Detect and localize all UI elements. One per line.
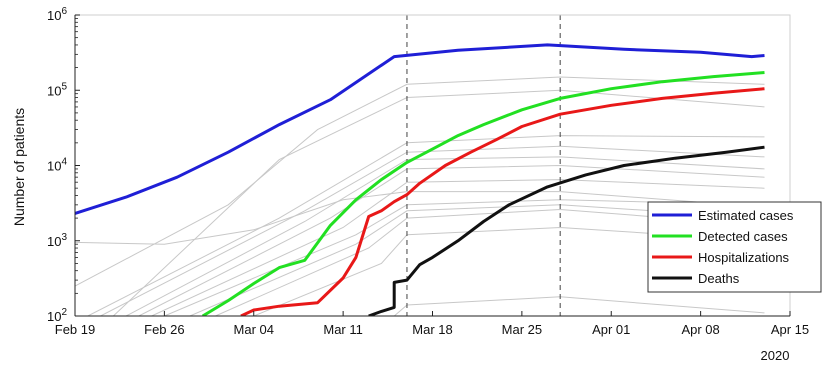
y-axis-label: Number of patients <box>11 108 27 226</box>
background-series-line-1 <box>75 76 765 287</box>
series-line-deaths <box>368 145 765 316</box>
background-series-line-10 <box>215 208 765 316</box>
x-tick-label: Apr 15 <box>771 322 809 337</box>
y-tick-label: 106 <box>47 6 67 23</box>
legend: Estimated cases Detected cases Hospitaliza… <box>647 201 822 293</box>
x-tick-label: Feb 19 <box>55 322 95 337</box>
legend-label: Deaths <box>698 271 740 286</box>
y-tick-label: 105 <box>47 81 67 98</box>
y-tick-label: 103 <box>47 232 67 249</box>
x-axis-year-label: 2020 <box>761 348 790 363</box>
x-tick-label: Feb 26 <box>144 322 184 337</box>
main-series-group <box>75 43 765 316</box>
legend-label: Detected cases <box>698 229 788 244</box>
y-tick-label: 104 <box>47 157 67 174</box>
series-line-detected-cases <box>201 71 765 316</box>
vertical-markers-group <box>406 15 561 316</box>
background-series-line-12 <box>393 296 765 316</box>
series-line-hospitalizations <box>240 87 765 316</box>
x-tick-label: Apr 01 <box>592 322 630 337</box>
background-series-line-0 <box>75 191 765 245</box>
background-series-line-7 <box>151 179 765 316</box>
x-tick-label: Mar 18 <box>412 322 452 337</box>
legend-label: Hospitalizations <box>698 250 790 265</box>
x-tick-label: Mar 11 <box>323 322 363 337</box>
x-tick-label: Apr 08 <box>681 322 719 337</box>
series-line-estimated-cases <box>75 43 765 215</box>
legend-label: Estimated cases <box>698 208 794 223</box>
x-tick-label: Mar 25 <box>502 322 542 337</box>
axes-group: Feb 19 Feb 26 Mar 04 Mar 11 Mar 18 Mar 25 Apr … <box>47 6 809 337</box>
y-tick-label: 102 <box>47 307 67 324</box>
x-tick-label: Mar 04 <box>234 322 274 337</box>
background-series-line-9 <box>189 204 765 316</box>
